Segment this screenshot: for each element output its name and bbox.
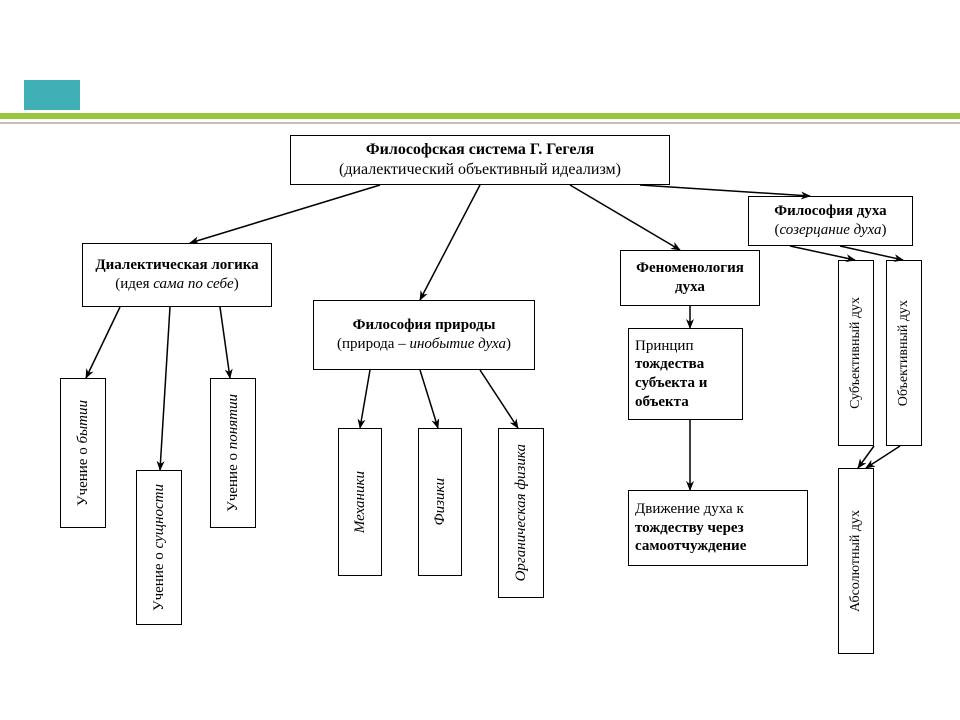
principle-plain: Принцип [635, 338, 693, 354]
node-root: Философская система Г. Гегеля (диалектич… [290, 135, 670, 185]
vnode-concept: Учение о понятии [210, 378, 256, 528]
vnode-mechanics: Механики [338, 428, 382, 576]
root-line2: (диалектический объективный идеализм) [339, 160, 621, 180]
movement-bold: тождеству через самоотчуждение [635, 520, 746, 555]
spirit-line2: (созерцание духа) [774, 221, 886, 240]
node-philosophy-spirit: Философия духа (созерцание духа) [748, 196, 913, 246]
root-line1: Философская система Г. Гегеля [339, 140, 621, 160]
vnode-being: Учение о бытии [60, 378, 106, 528]
vnode-organic-physics: Органическая физика [498, 428, 544, 598]
node-philosophy-nature: Философия природы (природа – инобытие ду… [313, 300, 535, 370]
spirit-line1: Философия духа [774, 202, 886, 221]
vnode-absolute-spirit: Абсолютный дух [838, 468, 874, 654]
node-movement-spirit: Движение духа к тождеству через самоотчу… [628, 490, 808, 566]
dial-line2: (идея сама по себе) [95, 275, 258, 294]
node-dialectical-logic: Диалектическая логика (идея сама по себе… [82, 243, 272, 307]
node-phenomenology: Феноменология духа [620, 250, 760, 306]
vnode-subjective-spirit: Субъективный дух [838, 260, 874, 446]
principle-bold: тождества субъекта и объекта [635, 356, 707, 410]
phenom-line1: Феноменология духа [627, 259, 753, 297]
node-principle-identity: Принцип тождества субъекта и объекта [628, 328, 743, 420]
header-green-bar [0, 113, 960, 119]
header-teal-box [24, 80, 80, 110]
vnode-objective-spirit: Объективный дух [886, 260, 922, 446]
vnode-essence: Учение о сущности [136, 470, 182, 625]
header-gray-line [0, 122, 960, 124]
movement-plain: Движение духа к [635, 501, 744, 517]
dial-line1: Диалектическая логика [95, 256, 258, 275]
nature-line2: (природа – инобытие духа) [337, 335, 511, 354]
nature-line1: Философия природы [337, 316, 511, 335]
vnode-physics: Физики [418, 428, 462, 576]
